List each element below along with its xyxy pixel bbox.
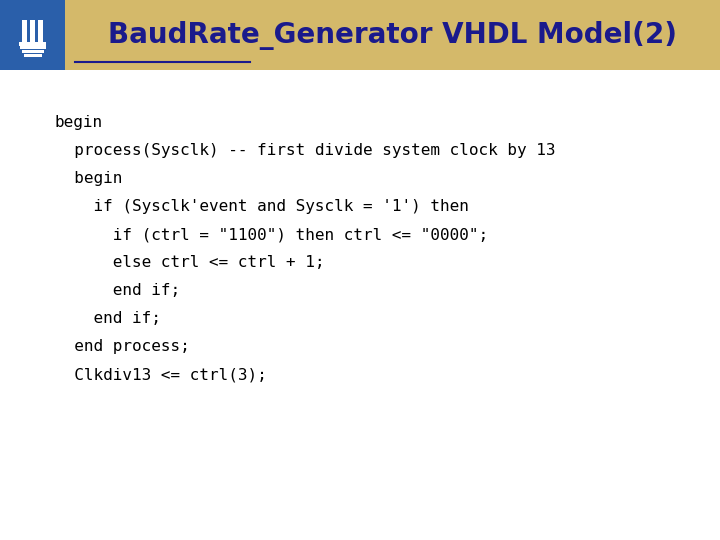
Text: begin: begin xyxy=(55,115,103,130)
Bar xyxy=(22,50,43,53)
Text: if (Sysclk'event and Sysclk = '1') then: if (Sysclk'event and Sysclk = '1') then xyxy=(55,199,469,214)
Text: process(Sysclk) -- first divide system clock by 13: process(Sysclk) -- first divide system c… xyxy=(55,143,556,158)
Bar xyxy=(19,46,45,49)
Bar xyxy=(38,20,43,42)
Bar xyxy=(0,0,65,70)
Bar xyxy=(30,20,35,42)
Text: else ctrl <= ctrl + 1;: else ctrl <= ctrl + 1; xyxy=(55,255,325,270)
Bar xyxy=(0,0,720,70)
Bar xyxy=(24,54,42,57)
Bar xyxy=(19,42,46,46)
Text: Clkdiv13 <= ctrl(3);: Clkdiv13 <= ctrl(3); xyxy=(55,367,266,382)
Text: BaudRate_Generator VHDL Model(2): BaudRate_Generator VHDL Model(2) xyxy=(108,21,677,50)
Text: end if;: end if; xyxy=(55,283,180,298)
Text: end process;: end process; xyxy=(55,339,190,354)
Text: begin: begin xyxy=(55,171,122,186)
Text: end if;: end if; xyxy=(55,311,161,326)
Text: if (ctrl = "1100") then ctrl <= "0000";: if (ctrl = "1100") then ctrl <= "0000"; xyxy=(55,227,488,242)
Bar xyxy=(22,20,27,42)
